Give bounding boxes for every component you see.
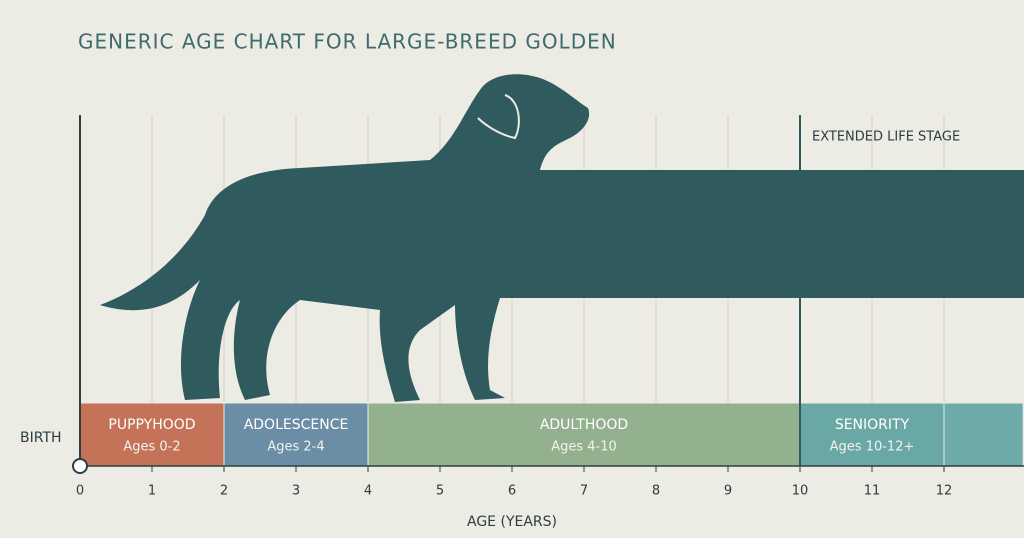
stage-bar [223, 402, 369, 467]
stage-name: ADULTHOOD [540, 417, 628, 433]
x-tick-label: 3 [292, 484, 300, 499]
x-axis-label: AGE (YEARS) [467, 514, 557, 530]
x-tick-label: 2 [220, 484, 228, 499]
chart-title: GENERIC AGE CHART FOR LARGE-BREED GOLDEN [78, 30, 617, 54]
stage-ages: Ages 2-4 [267, 440, 324, 455]
stage-name: SENIORITY [835, 417, 910, 433]
dog-silhouette [100, 74, 1024, 403]
stage-bar [79, 402, 225, 467]
birth-label: BIRTH [20, 430, 62, 446]
x-tick-label: 6 [508, 484, 516, 499]
x-tick-label: 10 [792, 484, 809, 499]
dog-ear [477, 94, 520, 140]
stage-ages: Ages 0-2 [123, 440, 180, 455]
x-tick-label: 1 [148, 484, 156, 499]
stage-ages: Ages 10-12+ [830, 440, 915, 455]
x-tick-label: 4 [364, 484, 372, 499]
x-tick-label: 0 [76, 484, 84, 499]
stage-ages: Ages 4-10 [551, 440, 617, 455]
birth-marker [72, 458, 88, 474]
stage-bar [943, 402, 1024, 467]
x-tick-label: 9 [724, 484, 732, 499]
stage-name: PUPPYHOOD [108, 417, 195, 433]
x-tick-label: 5 [436, 484, 444, 499]
x-tick-label: 7 [580, 484, 588, 499]
x-tick-label: 12 [936, 484, 953, 499]
stage-name: ADOLESCENCE [244, 417, 349, 433]
x-tick-label: 8 [652, 484, 660, 499]
stage-bar [799, 402, 945, 467]
stage-bar [367, 402, 801, 467]
extended-label: EXTENDED LIFE STAGE [812, 130, 960, 145]
x-tick-label: 11 [864, 484, 881, 499]
